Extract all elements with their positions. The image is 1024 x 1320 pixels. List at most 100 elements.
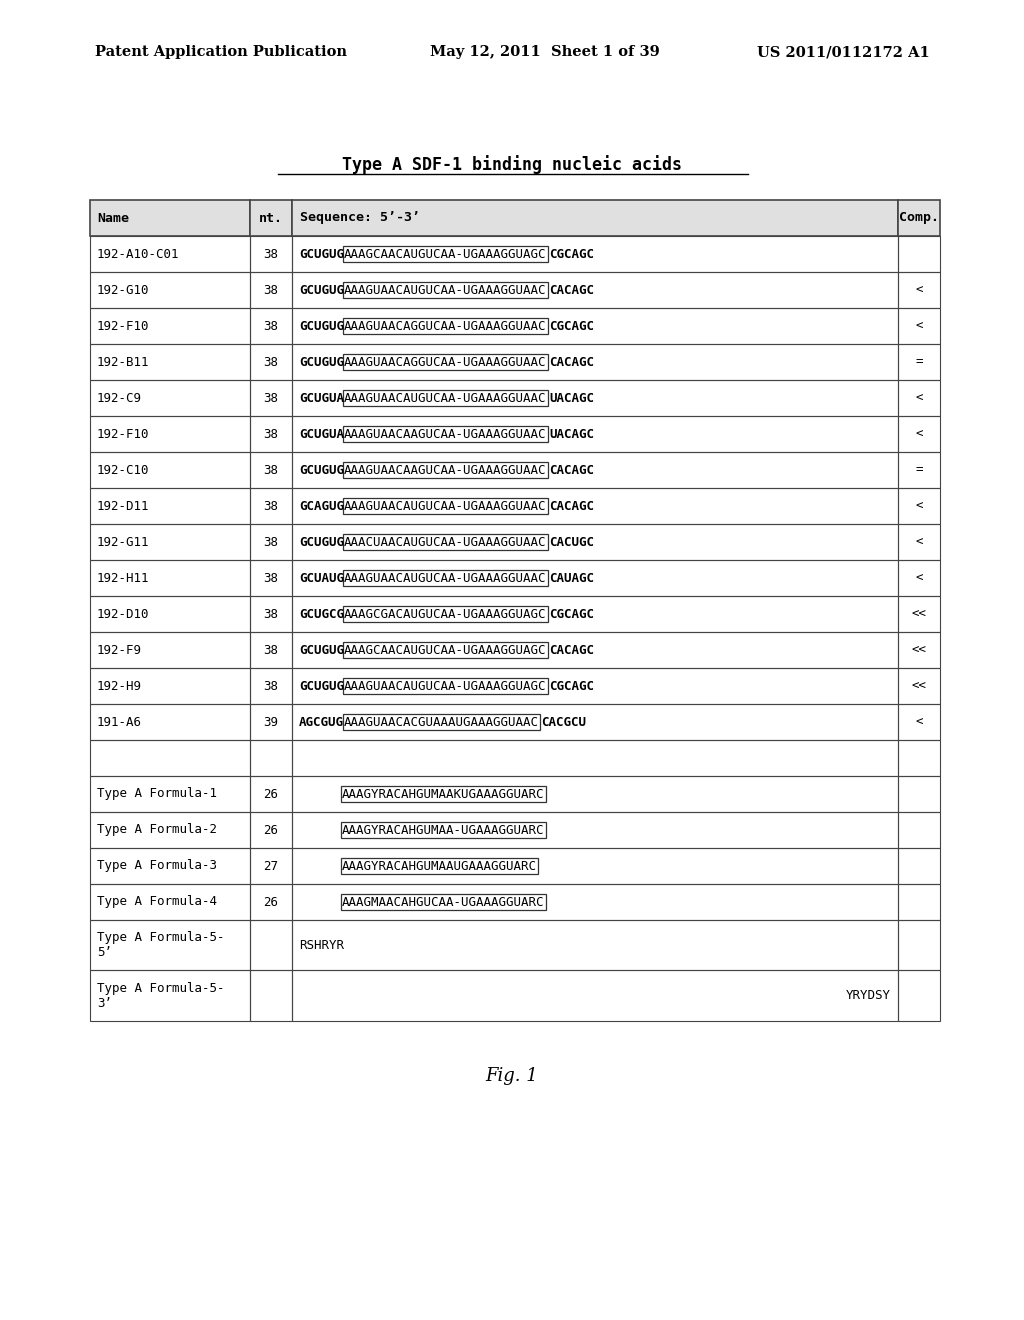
Bar [250,704,292,741]
Bar [898,308,940,345]
Bar [250,776,292,812]
Text: 192-C9: 192-C9 [97,392,142,404]
Bar [292,380,898,416]
Text: 26: 26 [263,895,279,908]
Bar [898,884,940,920]
Bar [250,884,292,920]
Bar [341,822,546,838]
Bar [250,668,292,704]
Text: GCUGUA: GCUGUA [299,428,344,441]
Text: Comp.: Comp. [899,211,939,224]
Bar [90,524,250,560]
Bar [343,247,548,261]
Text: 192-F9: 192-F9 [97,644,142,656]
Text: 38: 38 [263,499,279,512]
Text: 27: 27 [263,859,279,873]
Text: <: < [915,715,923,729]
Text: AAAGUAACAGGUCAA-UGAAAGGUAAC: AAAGUAACAGGUCAA-UGAAAGGUAAC [344,355,547,368]
Bar [898,776,940,812]
Text: CACAGC: CACAGC [549,355,594,368]
Text: 38: 38 [263,319,279,333]
Bar [292,970,898,1020]
Text: CGCAGC: CGCAGC [549,680,594,693]
Text: 192-G11: 192-G11 [97,536,150,549]
Bar [343,391,548,405]
Bar [898,451,940,488]
Text: Sequence: 5’-3’: Sequence: 5’-3’ [300,211,420,224]
Text: <: < [915,428,923,441]
Text: AAAGYRACAHGUMAAKUGAAAGGUARC: AAAGYRACAHGUMAAKUGAAAGGUARC [342,788,545,800]
Bar [90,236,250,272]
Text: <<: << [911,607,927,620]
Bar [292,308,898,345]
Bar [898,668,940,704]
Bar [292,597,898,632]
Text: AAAGUAACAAGUCAA-UGAAAGGUAAC: AAAGUAACAAGUCAA-UGAAAGGUAAC [344,463,547,477]
Text: CACAGC: CACAGC [549,644,594,656]
Bar [90,597,250,632]
Bar [90,970,250,1020]
Bar [250,847,292,884]
Text: CACUGC: CACUGC [549,536,594,549]
Bar [898,201,940,236]
Text: GCUGUG: GCUGUG [299,248,344,260]
Bar [341,858,539,874]
Bar [898,704,940,741]
Bar [90,812,250,847]
Text: 38: 38 [263,536,279,549]
Text: AAAGUAACAUGUCAA-UGAAAGGUAAC: AAAGUAACAUGUCAA-UGAAAGGUAAC [344,284,547,297]
Text: GCUGUG: GCUGUG [299,463,344,477]
Text: 192-F10: 192-F10 [97,428,150,441]
Text: <: < [915,392,923,404]
Text: <<: << [911,644,927,656]
Bar [898,560,940,597]
Text: Type A Formula-1: Type A Formula-1 [97,788,217,800]
Bar [90,632,250,668]
Bar [292,704,898,741]
Text: 192-C10: 192-C10 [97,463,150,477]
Bar [250,451,292,488]
Bar [343,318,548,334]
Text: GCUGUG: GCUGUG [299,680,344,693]
Bar [292,668,898,704]
Text: <: < [915,536,923,549]
Text: CACAGC: CACAGC [549,284,594,297]
Text: AAAGCGACAUGUCAA-UGAAAGGUAGC: AAAGCGACAUGUCAA-UGAAAGGUAGC [344,607,547,620]
Text: AAAGYRACAHGUMAAUGAAAGGUARC: AAAGYRACAHGUMAAUGAAAGGUARC [342,859,537,873]
Text: 38: 38 [263,248,279,260]
Text: GCUGCG: GCUGCG [299,607,344,620]
Text: <: < [915,499,923,512]
Text: 192-D11: 192-D11 [97,499,150,512]
Text: 38: 38 [263,355,279,368]
Text: GCUGUG: GCUGUG [299,355,344,368]
Text: CACAGC: CACAGC [549,499,594,512]
Text: CAUAGC: CAUAGC [549,572,594,585]
Bar [292,847,898,884]
Bar [90,560,250,597]
Bar [250,970,292,1020]
Bar [250,488,292,524]
Text: CACGCU: CACGCU [542,715,587,729]
Bar [250,920,292,970]
Bar [898,488,940,524]
Text: <<: << [911,680,927,693]
Text: Patent Application Publication: Patent Application Publication [95,45,347,59]
Text: 38: 38 [263,284,279,297]
Text: US 2011/0112172 A1: US 2011/0112172 A1 [758,45,930,59]
Text: 26: 26 [263,788,279,800]
Bar [898,847,940,884]
Bar [250,380,292,416]
Bar [250,812,292,847]
Bar [90,847,250,884]
Bar [90,668,250,704]
Bar [898,416,940,451]
Bar [343,535,548,550]
Text: Type A SDF-1 binding nucleic acids: Type A SDF-1 binding nucleic acids [342,156,682,174]
Text: CGCAGC: CGCAGC [549,319,594,333]
Text: RSHRYR: RSHRYR [299,939,344,952]
Bar [292,272,898,308]
Bar [292,524,898,560]
Text: AAAGUAACAGGUCAA-UGAAAGGUAAC: AAAGUAACAGGUCAA-UGAAAGGUAAC [344,319,547,333]
Bar [343,354,548,370]
Bar [343,606,548,622]
